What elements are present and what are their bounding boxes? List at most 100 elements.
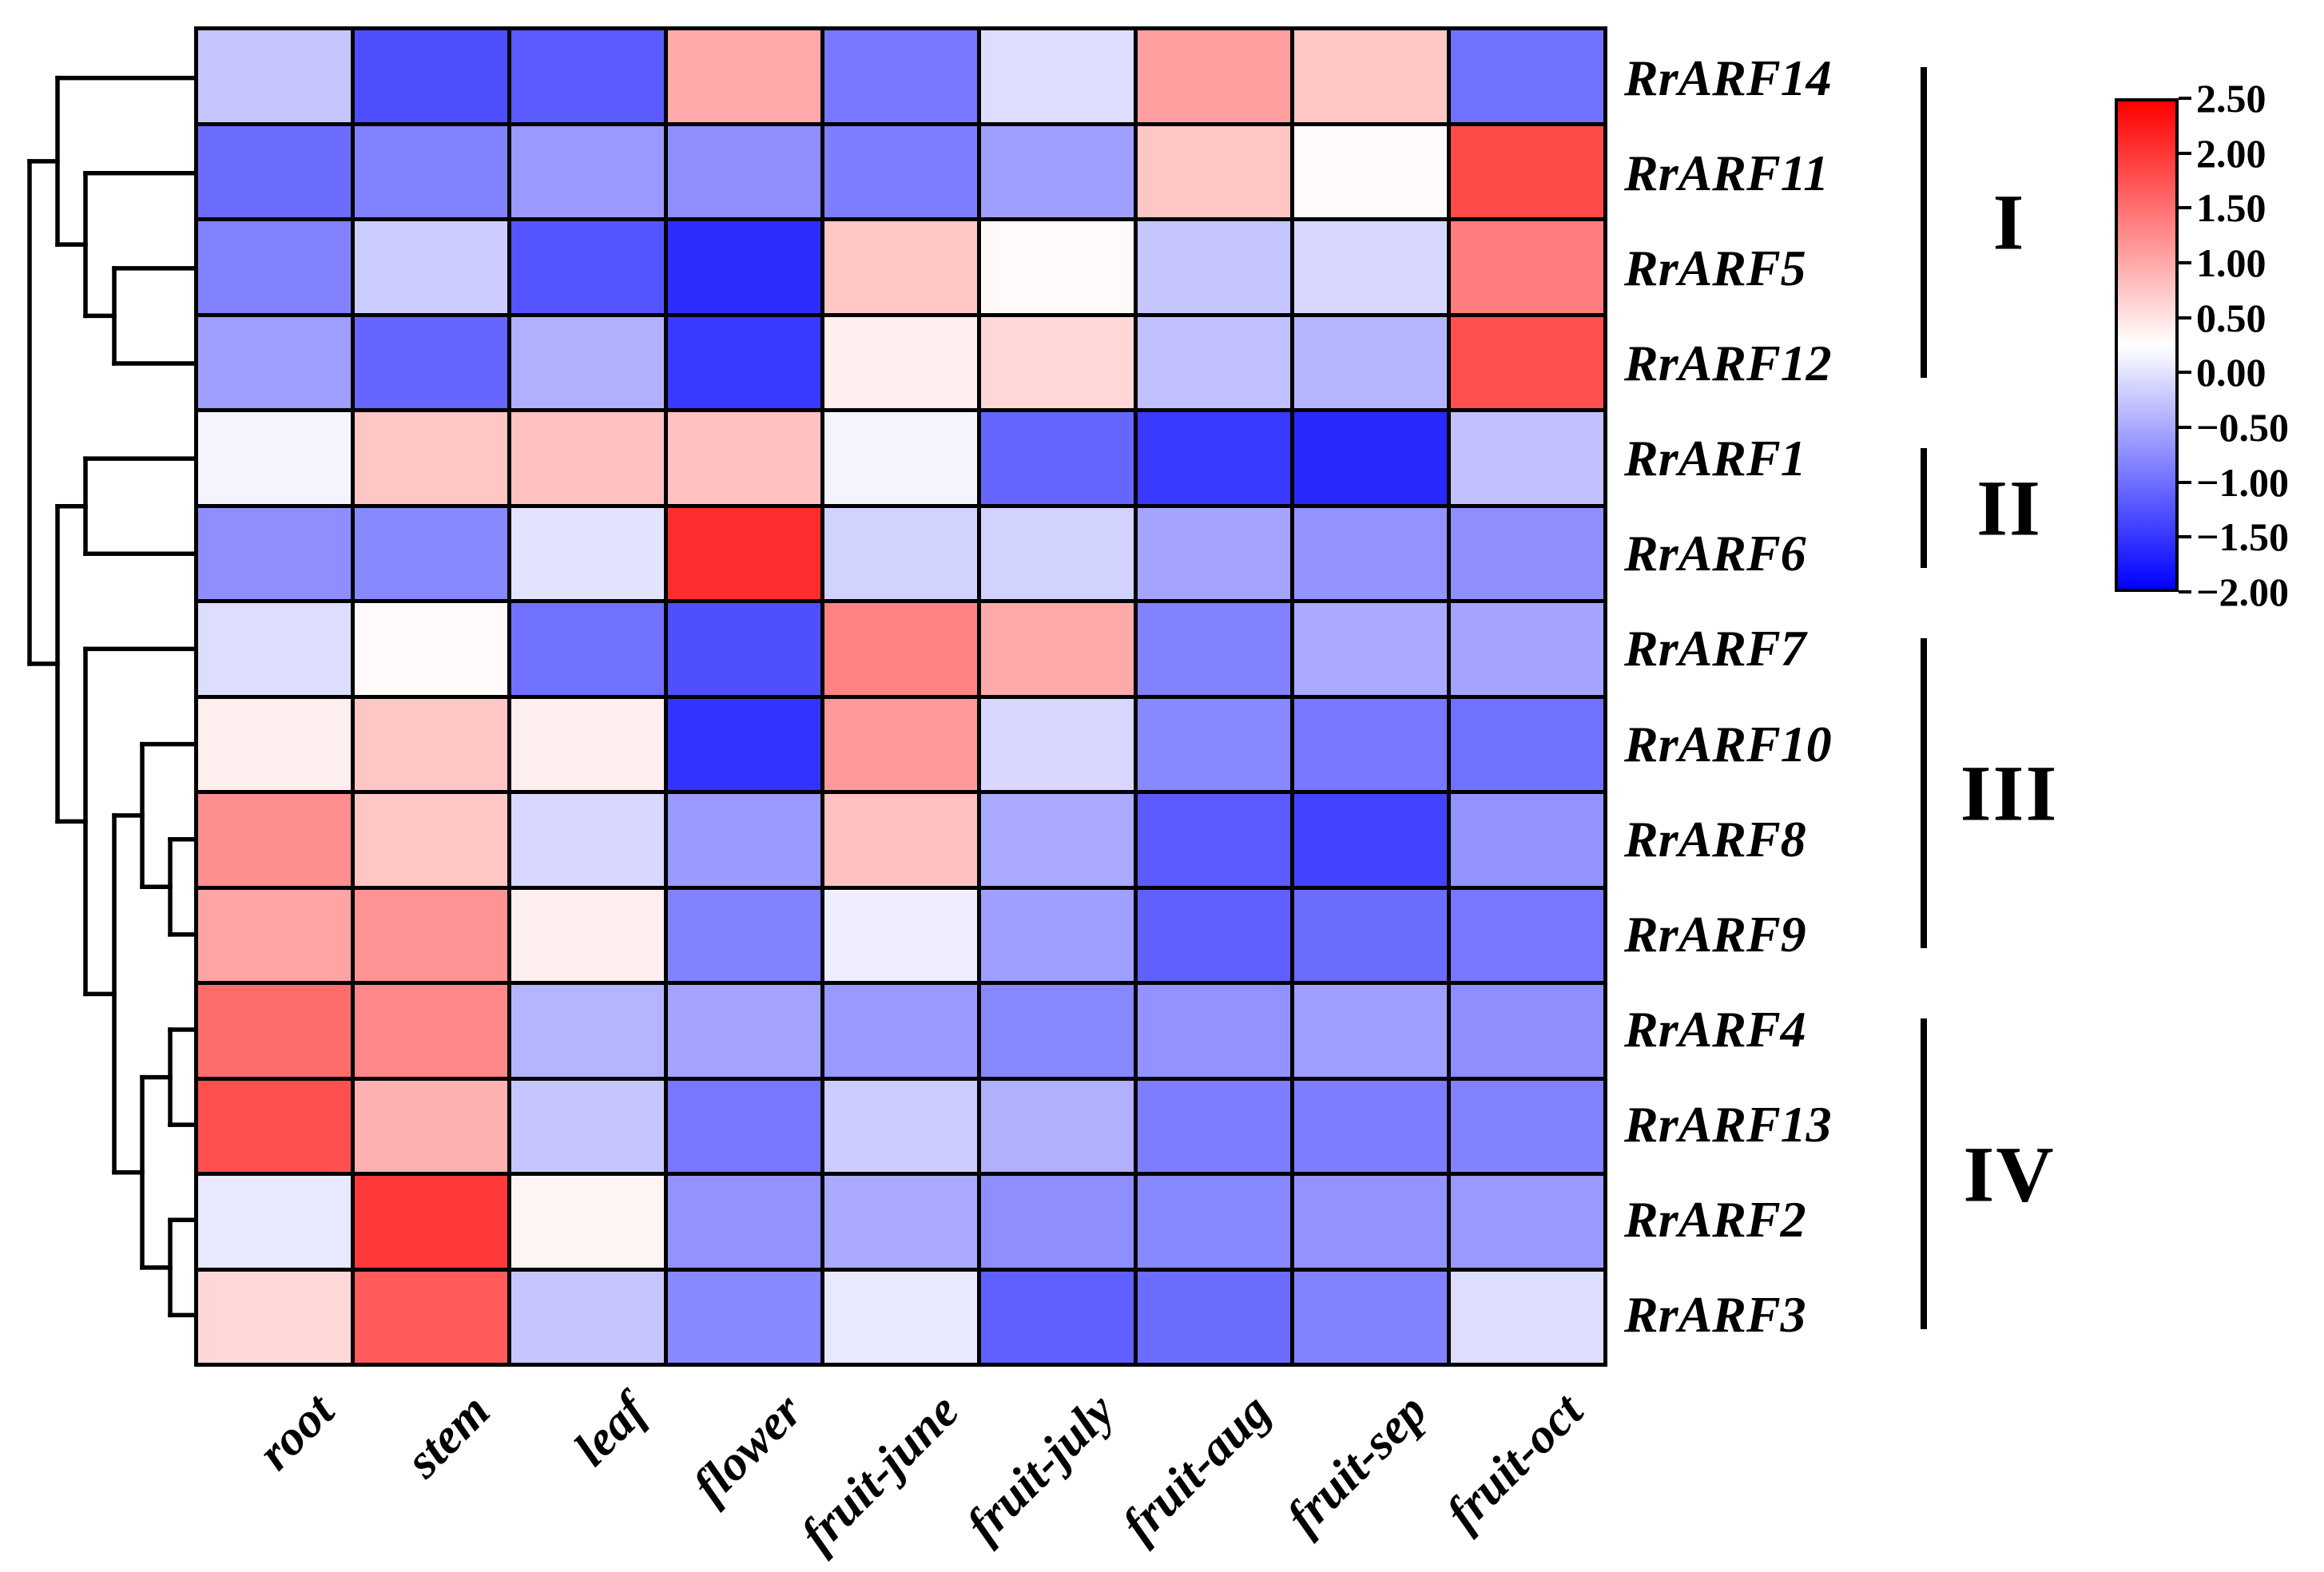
heatmap-cell [1138,985,1290,1077]
heatmap-cell [981,889,1134,981]
heatmap-cell [511,889,664,981]
heatmap-cell [1451,30,1603,122]
colorbar-tick-label: 1.50 [2196,185,2266,231]
heatmap-cell [981,221,1134,313]
heatmap-cell [668,1271,820,1363]
heatmap-cell [981,1271,1134,1363]
heatmap-cell [1294,985,1447,1077]
colorbar-tick [2179,316,2191,320]
heatmap-cell [1294,507,1447,599]
cluster-label: III [1960,748,2059,838]
heatmap-cell [824,125,977,217]
heatmap-cell [355,603,507,695]
row-label: RrARF5 [1624,239,1806,296]
heatmap-cell [981,985,1134,1077]
heatmap-cell [1138,1176,1290,1268]
heatmap-cell [1451,794,1603,886]
heatmap-cell [1138,603,1290,695]
heatmap-cell [824,1176,977,1268]
heatmap-cell [824,985,977,1077]
heatmap-cell [824,794,977,886]
row-label: RrARF13 [1624,1096,1832,1153]
heatmap-cell [1451,985,1603,1077]
cluster-bracket [1921,67,1927,378]
heatmap-cell [1294,698,1447,790]
heatmap-cell [198,30,351,122]
row-label: RrARF12 [1624,335,1832,391]
heatmap-cell [1294,794,1447,886]
heatmap-cell [1138,889,1290,981]
heatmap-cell [511,30,664,122]
heatmap-cell [1138,316,1290,408]
cluster-bracket [1921,1018,1927,1329]
heatmap-cell [668,125,820,217]
heatmap-cell [511,1176,664,1268]
colorbar-tick [2179,261,2191,264]
row-label: RrARF7 [1624,620,1806,677]
heatmap-cell [668,316,820,408]
heatmap-cell [1294,221,1447,313]
heatmap-cell [1451,412,1603,504]
heatmap-cell [511,125,664,217]
heatmap-cell [824,412,977,504]
heatmap-cell [668,985,820,1077]
heatmap-cell [1138,125,1290,217]
heatmap-cell [824,316,977,408]
heatmap-cell [668,30,820,122]
heatmap-cell [981,794,1134,886]
heatmap-cell [1294,1271,1447,1363]
heatmap-cell [511,1271,664,1363]
heatmap-cell [824,698,977,790]
colorbar-tick-label: 1.00 [2196,240,2266,285]
colorbar-tick-label: −1.00 [2196,459,2289,505]
heatmap-cell [198,507,351,599]
heatmap-cell [198,412,351,504]
heatmap-cell [1138,794,1290,886]
colorbar-tick [2179,97,2191,100]
heatmap-cell [355,125,507,217]
heatmap-cell [1451,316,1603,408]
heatmap-cell [511,985,664,1077]
heatmap-cell [511,507,664,599]
heatmap-cell [1451,1176,1603,1268]
colorbar-tick [2179,590,2191,593]
heatmap-cell [511,221,664,313]
heatmap-cell [198,794,351,886]
colorbar-tick [2179,535,2191,539]
heatmap-cell [511,412,664,504]
heatmap-cell [1451,698,1603,790]
row-label: RrARF3 [1624,1286,1806,1344]
colorbar-tick [2179,480,2191,484]
row-label: RrARF11 [1624,144,1829,201]
heatmap-cell [511,316,664,408]
heatmap-cell [198,125,351,217]
row-label: RrARF2 [1624,1191,1806,1248]
heatmap-cell [981,507,1134,599]
heatmap-cell [1138,1271,1290,1363]
heatmap-cell [1294,1080,1447,1172]
heatmap-cell [668,412,820,504]
heatmap-cell [198,603,351,695]
heatmap-cell [668,603,820,695]
heatmap-cell [981,1080,1134,1172]
heatmap-cell [824,1271,977,1363]
heatmap-cell [355,889,507,981]
heatmap-cell [1451,125,1603,217]
row-label: RrARF14 [1624,49,1832,106]
colorbar-tick-label: 2.50 [2196,76,2266,121]
heatmap-cell [668,698,820,790]
heatmap-cell [1138,698,1290,790]
colorbar-tick-label: 2.00 [2196,130,2266,176]
cluster-label: II [1976,463,2042,553]
heatmap-cell [1451,1080,1603,1172]
heatmap-cell [1451,507,1603,599]
heatmap-cell [511,1080,664,1172]
heatmap-cell [668,889,820,981]
heatmap-cell [824,507,977,599]
heatmap-cell [981,603,1134,695]
heatmap-cell [824,889,977,981]
heatmap-cell [355,1176,507,1268]
colorbar-tick-label: 0.50 [2196,295,2266,340]
heatmap-cell [668,1080,820,1172]
